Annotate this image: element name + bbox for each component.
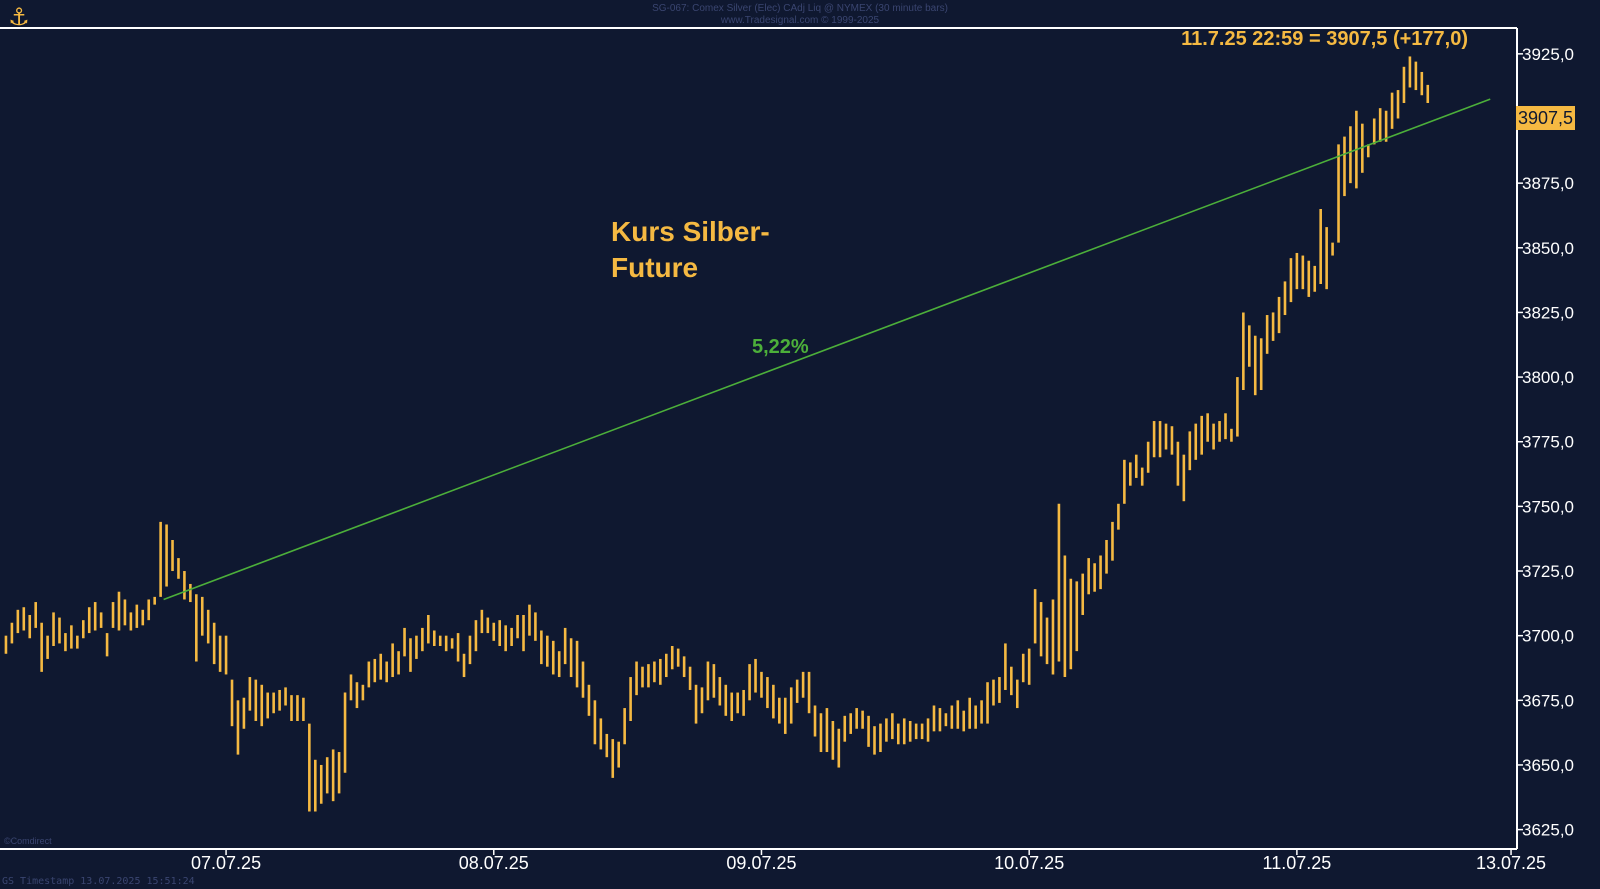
x-tick-label: 10.07.25 [994, 853, 1064, 873]
x-tick-label: 13.07.25 [1476, 853, 1546, 873]
y-tick-label: 3700,0 [1522, 627, 1574, 646]
last-price-readout: 11.7.25 22:59 = 3907,5 (+177,0) [1181, 28, 1468, 50]
corner-watermark: ©Comdirect [4, 836, 52, 846]
y-tick-label: 3750,0 [1522, 497, 1574, 516]
y-tick-label: 3825,0 [1522, 303, 1574, 322]
y-tick-label: 3725,0 [1522, 562, 1574, 581]
y-tick-label: 3675,0 [1522, 691, 1574, 710]
trendline-percent-label: 5,22% [752, 336, 809, 358]
y-tick-label: 3775,0 [1522, 433, 1574, 452]
y-tick-label: 3850,0 [1522, 239, 1574, 258]
x-tick-label: 07.07.25 [191, 853, 261, 873]
y-axis: 3625,0 3650,0 3675,0 3700,0 3725,0 3750,0 3775… [1517, 45, 1574, 840]
trendline [163, 98, 1491, 601]
x-tick-label: 08.07.25 [459, 853, 529, 873]
chart-source-title: SG-067: Comex Silver (Elec) CAdj Liq @ N… [652, 3, 948, 14]
y-tick-label: 3625,0 [1522, 821, 1574, 840]
x-axis: 07.07.25 08.07.25 09.07.25 10.07.25 11.07.25… [191, 849, 1546, 873]
chart-title: Kurs Silber- Future [611, 216, 770, 283]
x-tick-label: 09.07.25 [726, 853, 796, 873]
chart-source-subtitle: www.Tradesignal.com © 1999-2025 [720, 15, 880, 26]
last-price-tag: 3907,5 [1516, 106, 1576, 130]
y-tick-label: 3650,0 [1522, 756, 1574, 775]
x-tick-label: 11.07.25 [1263, 853, 1332, 873]
y-tick-label: 3925,0 [1522, 45, 1574, 64]
ohlc-bars-layer [4, 56, 1430, 812]
tradesignal-logo-icon: ⚓ [8, 3, 30, 31]
y-tick-label: 3875,0 [1522, 174, 1574, 193]
y-tick-label: 3800,0 [1522, 368, 1574, 387]
footer-timestamp: GS Timestamp 13.07.2025 15:51:24 [2, 876, 195, 887]
